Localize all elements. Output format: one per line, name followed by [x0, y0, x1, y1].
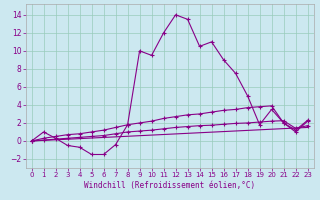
X-axis label: Windchill (Refroidissement éolien,°C): Windchill (Refroidissement éolien,°C) — [84, 181, 255, 190]
